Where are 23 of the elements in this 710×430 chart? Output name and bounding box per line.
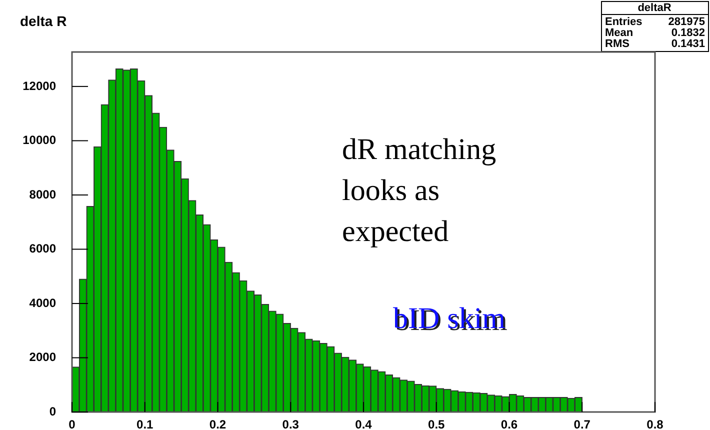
text: RMS 0.1431 [605, 38, 705, 50]
x-tick-label: 0.2 [209, 418, 226, 430]
y-tick-label: 8000 [29, 187, 56, 202]
x-tick-label: 0 [68, 418, 76, 430]
text: deltaR [638, 2, 672, 14]
text: Entries 281975 [605, 16, 705, 28]
y-tick-label: 6000 [29, 242, 56, 256]
y-tick-label: 2000 [29, 350, 56, 364]
annotation: bID skim [395, 304, 508, 337]
x-tick-label: 0.4 [355, 418, 372, 430]
y-tick-label: 12000 [22, 78, 56, 93]
x-tick-label: 0.8 [646, 418, 664, 430]
text: Mean 0.1832 [605, 27, 705, 39]
x-tick-label: 0.1 [136, 418, 154, 430]
y-tick-label: 4000 [29, 296, 56, 310]
annotation: dR matching looks as expected [342, 133, 496, 248]
y-tick-label: 10000 [22, 133, 56, 148]
chart-title: delta R [20, 13, 67, 29]
x-tick-label: 0.3 [282, 418, 300, 430]
x-tick-label: 0.6 [500, 418, 518, 430]
y-tick-label: 0 [49, 404, 56, 418]
x-tick-label: 0.5 [428, 418, 446, 430]
x-tick-label: 0.7 [574, 418, 591, 430]
